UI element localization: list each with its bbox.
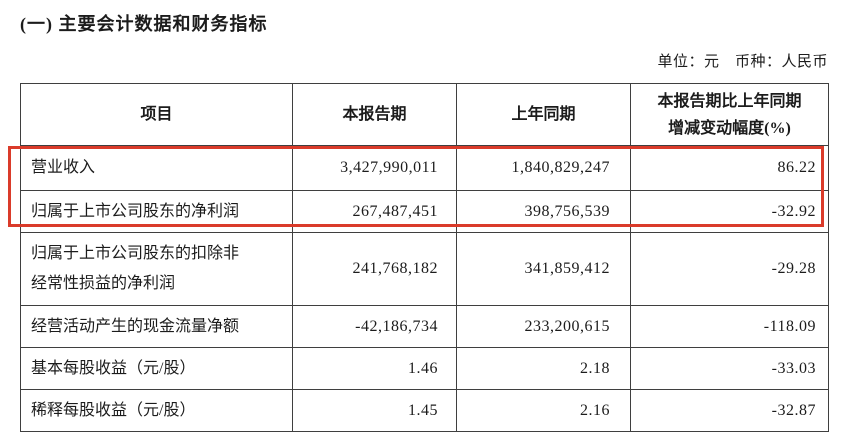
item-cell: 经营活动产生的现金流量净额 bbox=[20, 305, 293, 348]
change-pct-cell: -118.09 bbox=[630, 305, 829, 348]
table-row: 基本每股收益（元/股） 1.46 2.18 -33.03 bbox=[20, 347, 829, 390]
unit-note: 单位：元 币种：人民币 bbox=[657, 54, 828, 70]
prior-period-cell: 398,756,539 bbox=[456, 190, 631, 233]
financial-indicators-table: 项目 本报告期 上年同期 本报告期比上年同期 增减变动幅度(%) 营业收入 3,… bbox=[20, 83, 829, 432]
table-row: 归属于上市公司股东的扣除非 经常性损益的净利润 241,768,182 341,… bbox=[20, 232, 829, 306]
header-row: 项目 本报告期 上年同期 本报告期比上年同期 增减变动幅度(%) bbox=[20, 83, 829, 146]
prior-period-cell: 2.16 bbox=[456, 389, 631, 432]
item-cell: 稀释每股收益（元/股） bbox=[20, 389, 293, 432]
current-period-cell: 267,487,451 bbox=[292, 190, 457, 233]
current-period-cell: 1.46 bbox=[292, 347, 457, 390]
change-pct-cell: -33.03 bbox=[630, 347, 829, 390]
table-row: 归属于上市公司股东的净利润 267,487,451 398,756,539 -3… bbox=[20, 190, 829, 233]
item-cell: 营业收入 bbox=[20, 145, 293, 191]
current-period-cell: 1.45 bbox=[292, 389, 457, 432]
prior-period-cell: 1,840,829,247 bbox=[456, 145, 631, 191]
prior-period-cell: 341,859,412 bbox=[456, 232, 631, 306]
table-row: 稀释每股收益（元/股） 1.45 2.16 -32.87 bbox=[20, 389, 829, 432]
header-current-period: 本报告期 bbox=[292, 83, 457, 146]
change-pct-cell: -29.28 bbox=[630, 232, 829, 306]
prior-period-cell: 233,200,615 bbox=[456, 305, 631, 348]
item-cell: 归属于上市公司股东的扣除非 经常性损益的净利润 bbox=[20, 232, 293, 306]
current-period-cell: 241,768,182 bbox=[292, 232, 457, 306]
table-row: 经营活动产生的现金流量净额 -42,186,734 233,200,615 -1… bbox=[20, 305, 829, 348]
current-period-cell: -42,186,734 bbox=[292, 305, 457, 348]
page-title: (一) 主要会计数据和财务指标 bbox=[20, 14, 268, 34]
current-period-cell: 3,427,990,011 bbox=[292, 145, 457, 191]
item-cell: 归属于上市公司股东的净利润 bbox=[20, 190, 293, 233]
header-item: 项目 bbox=[20, 83, 293, 146]
header-change-pct: 本报告期比上年同期 增减变动幅度(%) bbox=[630, 83, 829, 146]
change-pct-cell: -32.92 bbox=[630, 190, 829, 233]
table-row: 营业收入 3,427,990,011 1,840,829,247 86.22 bbox=[20, 145, 829, 191]
prior-period-cell: 2.18 bbox=[456, 347, 631, 390]
item-cell: 基本每股收益（元/股） bbox=[20, 347, 293, 390]
change-pct-cell: -32.87 bbox=[630, 389, 829, 432]
financial-table-container: 项目 本报告期 上年同期 本报告期比上年同期 增减变动幅度(%) 营业收入 3,… bbox=[20, 83, 829, 432]
header-prior-year-period: 上年同期 bbox=[456, 83, 631, 146]
change-pct-cell: 86.22 bbox=[630, 145, 829, 191]
